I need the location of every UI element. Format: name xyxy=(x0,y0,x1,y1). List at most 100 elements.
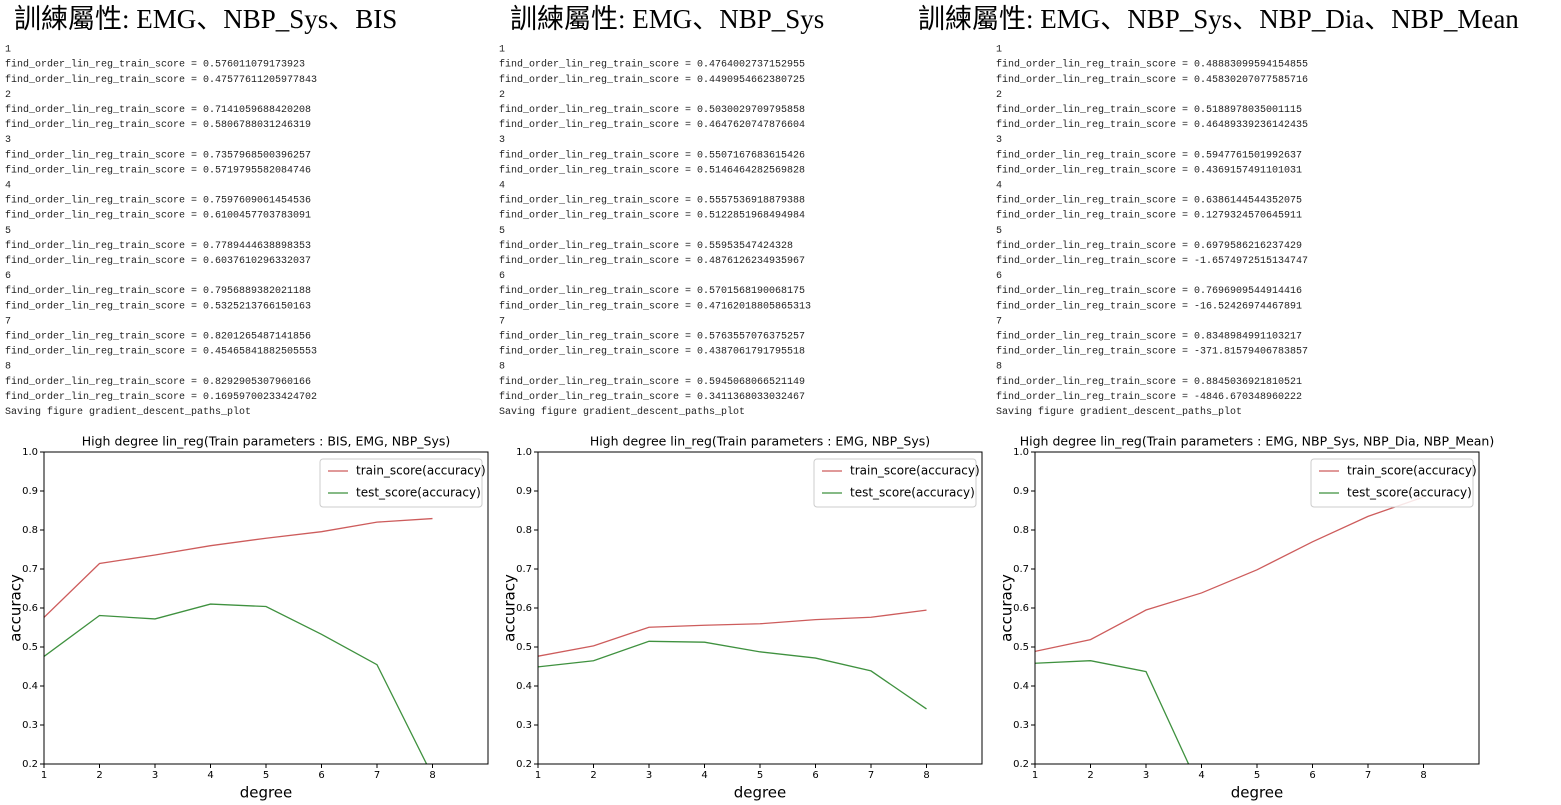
log-line: find_order_lin_reg_train_score = 0.75976… xyxy=(5,195,311,207)
legend: train_score(accuracy) test_score(accuracy… xyxy=(319,458,486,508)
log-line: 4 xyxy=(5,181,11,192)
y-tick-label: 0.9 xyxy=(22,486,38,497)
log-line: 1 xyxy=(5,45,11,56)
notebook-cell: 訓練屬性: EMG、NBP_Sys、NBP_Dia、NBP_Mean 1 find_… xyxy=(918,4,1519,418)
y-axis-label: accuracy xyxy=(998,574,1016,642)
log-line: find_order_lin_reg_train_score = 0.48883… xyxy=(996,59,1308,71)
x-tick-label: 3 xyxy=(152,770,158,781)
log-line: find_order_lin_reg_train_score = 0.79568… xyxy=(5,285,311,297)
x-tick-label: 6 xyxy=(318,770,324,781)
log-line: 4 xyxy=(499,181,505,192)
log-line: find_order_lin_reg_train_score = 0.58067… xyxy=(5,119,311,131)
y-axis-label: accuracy xyxy=(501,574,519,642)
series-line xyxy=(44,517,433,618)
y-tick-label: 0.5 xyxy=(516,642,532,653)
legend: train_score(accuracy) test_score(accuracy… xyxy=(1310,458,1477,508)
series-line xyxy=(1035,496,1424,652)
log-line: find_order_lin_reg_train_score = 0.51889… xyxy=(996,104,1302,116)
y-tick-label: 0.3 xyxy=(22,720,38,731)
log-line: 8 xyxy=(5,362,11,373)
x-axis-label: degree xyxy=(1231,784,1284,802)
log-line: find_order_lin_reg_train_score = 0.88450… xyxy=(996,376,1302,388)
log-line: 5 xyxy=(996,226,1002,237)
legend-box xyxy=(1310,458,1474,508)
notebook-cell: 訓練屬性: EMG、NBP_Sys 1 find_order_lin_reg_tra… xyxy=(499,4,824,418)
y-tick-label: 0.2 xyxy=(516,759,532,770)
log-line: find_order_lin_reg_train_score = 0.83489… xyxy=(996,331,1302,343)
x-tick-label: 4 xyxy=(207,770,213,781)
y-tick-label: 0.8 xyxy=(1013,525,1029,536)
y-tick-label: 0.5 xyxy=(22,642,38,653)
log-line: find_order_lin_reg_train_score = 0.63861… xyxy=(996,195,1302,207)
log-line: find_order_lin_reg_train_score = 0.47162… xyxy=(499,300,811,312)
log-line: find_order_lin_reg_train_score = 0.55071… xyxy=(499,149,805,161)
log-line: 5 xyxy=(5,226,11,237)
log-line: find_order_lin_reg_train_score = 0.50300… xyxy=(499,104,805,116)
y-tick-label: 0.2 xyxy=(22,759,38,770)
axes-frame xyxy=(537,451,983,765)
log-line: find_order_lin_reg_train_score = 0.55953… xyxy=(499,240,793,252)
log-line: 2 xyxy=(499,90,505,101)
y-axis-label: accuracy xyxy=(7,574,25,642)
x-tick-label: 7 xyxy=(374,770,380,781)
x-tick-label: 3 xyxy=(646,770,652,781)
log-line: find_order_lin_reg_train_score = -16.524… xyxy=(996,300,1302,312)
x-tick-label: 8 xyxy=(429,770,435,781)
y-tick-label: 0.4 xyxy=(22,681,38,692)
x-tick-label: 4 xyxy=(701,770,707,781)
log-line: find_order_lin_reg_train_score = 0.77894… xyxy=(5,240,311,252)
legend-label: train_score(accuracy) xyxy=(356,464,486,478)
y-tick-label: 0.4 xyxy=(516,681,532,692)
log-line: find_order_lin_reg_train_score = 0.16959… xyxy=(5,391,317,403)
axes-frame xyxy=(1034,451,1480,765)
x-tick-label: 6 xyxy=(1309,770,1315,781)
log-line: 7 xyxy=(499,316,505,327)
log-line: 6 xyxy=(499,271,505,282)
x-tick-label: 8 xyxy=(1420,770,1426,781)
log-line: Saving figure gradient_descent_paths_plo… xyxy=(499,406,745,418)
chart: High degree lin_reg(Train parameters : E… xyxy=(501,434,983,802)
log-line: 5 xyxy=(499,226,505,237)
chart-title: High degree lin_reg(Train parameters : E… xyxy=(590,434,930,449)
x-tick-label: 8 xyxy=(923,770,929,781)
log-line: find_order_lin_reg_train_score = 0.48761… xyxy=(499,255,805,267)
log-line: find_order_lin_reg_train_score = 0.76969… xyxy=(996,285,1302,297)
log-line: find_order_lin_reg_train_score = 0.71410… xyxy=(5,104,311,116)
log-line: 3 xyxy=(499,135,505,146)
log-line: 4 xyxy=(996,181,1002,192)
log-line: find_order_lin_reg_train_score = 0.45465… xyxy=(5,346,317,358)
log-line: find_order_lin_reg_train_score = -1.6574… xyxy=(996,255,1308,267)
axes-frame xyxy=(43,451,489,765)
log-line: find_order_lin_reg_train_score = 0.82929… xyxy=(5,376,311,388)
log-line: find_order_lin_reg_train_score = 0.47640… xyxy=(499,59,805,71)
log-line: find_order_lin_reg_train_score = 0.55575… xyxy=(499,195,805,207)
log-line: 7 xyxy=(5,316,11,327)
log-line: 1 xyxy=(499,45,505,56)
log-line: 6 xyxy=(996,271,1002,282)
y-tick-label: 0.3 xyxy=(516,720,532,731)
log-line: 7 xyxy=(996,316,1002,327)
x-tick-label: 4 xyxy=(1198,770,1204,781)
log-line: find_order_lin_reg_train_score = 0.69795… xyxy=(996,240,1302,252)
x-tick-label: 2 xyxy=(1087,770,1093,781)
log-line: find_order_lin_reg_train_score = 0.57635… xyxy=(499,331,805,343)
y-tick-label: 0.6 xyxy=(1013,603,1029,614)
log-line: 2 xyxy=(5,90,11,101)
y-tick-label: 0.6 xyxy=(22,603,38,614)
x-tick-label: 5 xyxy=(1254,770,1260,781)
x-tick-label: 1 xyxy=(41,770,47,781)
y-tick-label: 0.7 xyxy=(516,564,532,575)
chart: High degree lin_reg(Train parameters : E… xyxy=(998,434,1495,802)
legend-box xyxy=(319,458,483,508)
y-tick-label: 1.0 xyxy=(1013,447,1029,458)
log-line: find_order_lin_reg_train_score = -371.81… xyxy=(996,346,1308,358)
x-axis-label: degree xyxy=(734,784,787,802)
log-line: find_order_lin_reg_train_score = 0.44909… xyxy=(499,74,805,86)
x-tick-label: 7 xyxy=(868,770,874,781)
log-line: Saving figure gradient_descent_paths_plo… xyxy=(996,406,1242,418)
x-tick-label: 2 xyxy=(96,770,102,781)
log-line: find_order_lin_reg_train_score = 0.51228… xyxy=(499,210,805,222)
log-line: 8 xyxy=(499,362,505,373)
